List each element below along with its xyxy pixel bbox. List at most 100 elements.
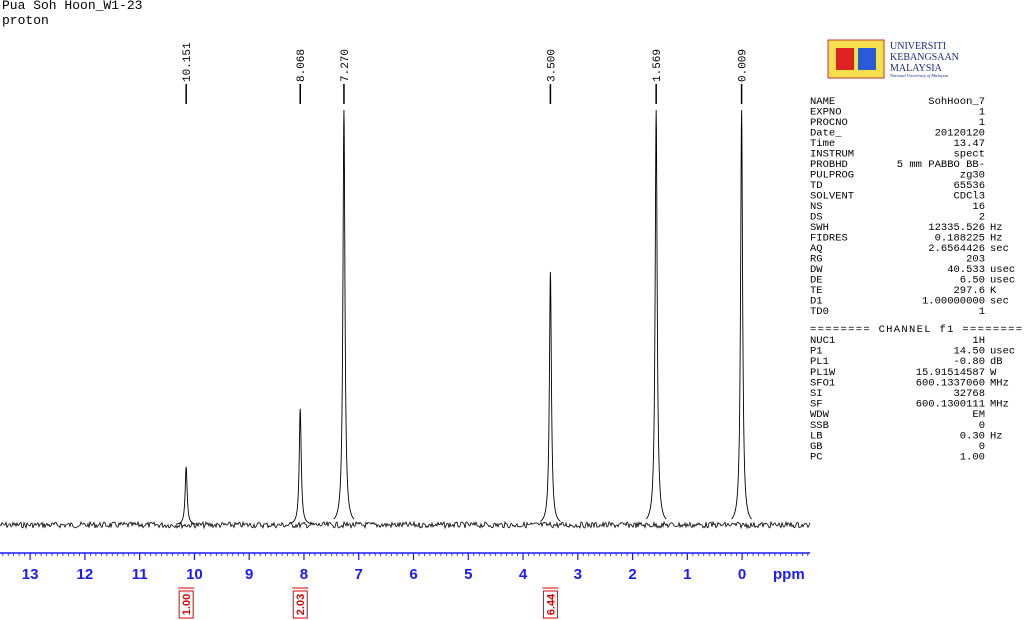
- logo-emblem: [858, 48, 876, 70]
- integral-box: [292, 590, 308, 619]
- param-name: DE: [810, 275, 823, 287]
- logo-text: MALAYSIA: [890, 63, 943, 74]
- peak-label-group: 0.009: [738, 49, 750, 104]
- peak-label: 8.068: [296, 49, 308, 82]
- peak: [731, 109, 752, 520]
- x-tick-label: 1: [683, 566, 691, 583]
- param-value: 0: [979, 441, 985, 453]
- peak: [540, 271, 561, 522]
- peak-label-group: 3.500: [546, 49, 558, 104]
- param-name: NS: [810, 201, 823, 213]
- param-value: 600.1337060: [916, 377, 985, 389]
- peak-label-group: 1.569: [652, 49, 664, 104]
- param-name: PULPROG: [810, 170, 854, 182]
- param-value: 1.00: [960, 452, 985, 464]
- param-unit: K: [990, 285, 997, 297]
- logo-tagline: National University of Malaysia: [889, 73, 949, 78]
- param-name: TD0: [810, 306, 829, 318]
- param-value: 0: [979, 420, 985, 432]
- param-name: EXPNO: [810, 107, 842, 119]
- param-value: EM: [972, 409, 985, 421]
- param-value: 1: [979, 306, 985, 318]
- param-unit: dB: [990, 356, 1003, 368]
- param-name: LB: [810, 430, 823, 442]
- param-name: GB: [810, 441, 823, 453]
- param-name: FIDRES: [810, 233, 848, 245]
- param-unit: MHz: [990, 377, 1009, 389]
- integral-value: 6.44: [545, 593, 557, 615]
- x-tick-label: 11: [132, 566, 148, 583]
- peak-label: 7.270: [340, 49, 352, 82]
- param-value: 40.533: [947, 264, 985, 276]
- logo-emblem: [836, 48, 854, 70]
- x-tick-label: 0: [738, 566, 746, 583]
- param-value: spect: [953, 149, 985, 161]
- param-value: 1: [979, 107, 985, 119]
- param-value: 20120120: [935, 128, 985, 140]
- peak-label: 10.151: [182, 42, 194, 82]
- param-value: 1H: [972, 335, 985, 347]
- param-value: 5 mm PABBO BB-: [897, 159, 985, 171]
- x-tick-label: 9: [245, 566, 253, 583]
- param-value: 16: [972, 201, 985, 213]
- param-name: PROBHD: [810, 159, 848, 171]
- param-value: 297.6: [953, 285, 985, 297]
- param-unit: Hz: [990, 233, 1003, 245]
- param-value: 6.50: [960, 275, 985, 287]
- param-unit: Hz: [990, 222, 1003, 234]
- param-name: SWH: [810, 222, 829, 234]
- spectrum-baseline: [0, 520, 811, 530]
- x-tick-label: 12: [77, 566, 94, 583]
- param-value: 2.6564426: [928, 243, 985, 255]
- x-tick-label: 5: [464, 566, 472, 583]
- param-value: zg30: [960, 170, 985, 182]
- param-value: 65536: [953, 180, 985, 192]
- x-axis-label: ppm: [773, 566, 805, 583]
- integral-value: 2.03: [295, 594, 307, 615]
- param-name: SI: [810, 388, 823, 400]
- x-tick-label: 8: [300, 566, 308, 583]
- param-value: 1.00000000: [922, 296, 985, 308]
- param-value: 32768: [953, 388, 985, 400]
- param-value: 15.91514587: [916, 367, 985, 379]
- param-name: Date_: [810, 128, 842, 140]
- logo-text: UNIVERSITI: [890, 41, 946, 52]
- x-tick-label: 7: [355, 566, 363, 583]
- peak-label: 1.569: [652, 49, 664, 82]
- param-name: NUC1: [810, 335, 835, 347]
- param-name: RG: [810, 254, 823, 266]
- param-unit: MHz: [990, 399, 1009, 411]
- integral-box: [178, 590, 194, 619]
- param-unit: Hz: [990, 430, 1003, 442]
- param-value: 0.188225: [935, 233, 985, 245]
- param-value: 600.1300111: [916, 399, 985, 411]
- param-name: NAME: [810, 96, 835, 108]
- chart-title: Pua Soh Hoon_W1-23: [2, 0, 142, 13]
- peak: [333, 109, 355, 520]
- param-name: SSB: [810, 420, 829, 432]
- peak-label-group: 8.068: [296, 49, 308, 104]
- param-value: 14.50: [953, 346, 985, 358]
- x-tick-label: 10: [186, 566, 203, 583]
- param-name: PL1W: [810, 367, 836, 379]
- integral-box: [542, 590, 558, 619]
- param-name: SF: [810, 399, 823, 411]
- param-unit: usec: [990, 346, 1015, 358]
- param-name: WDW: [810, 409, 830, 421]
- x-tick-label: 4: [519, 566, 528, 583]
- param-value: 12335.526: [928, 222, 985, 234]
- logo-text: KEBANGSAAN: [890, 52, 959, 63]
- peak-label-group: 7.270: [340, 49, 352, 104]
- param-name: Time: [810, 138, 835, 150]
- param-name: P1: [810, 346, 823, 358]
- param-unit: sec: [990, 296, 1009, 308]
- x-tick-label: 13: [22, 566, 39, 583]
- param-name: DW: [810, 264, 823, 276]
- param-name: TE: [810, 285, 823, 297]
- param-value: -0.80: [953, 356, 985, 368]
- peak-label: 0.009: [738, 49, 750, 82]
- param-name: PL1: [810, 356, 829, 368]
- integral-value: 1.00: [181, 594, 193, 615]
